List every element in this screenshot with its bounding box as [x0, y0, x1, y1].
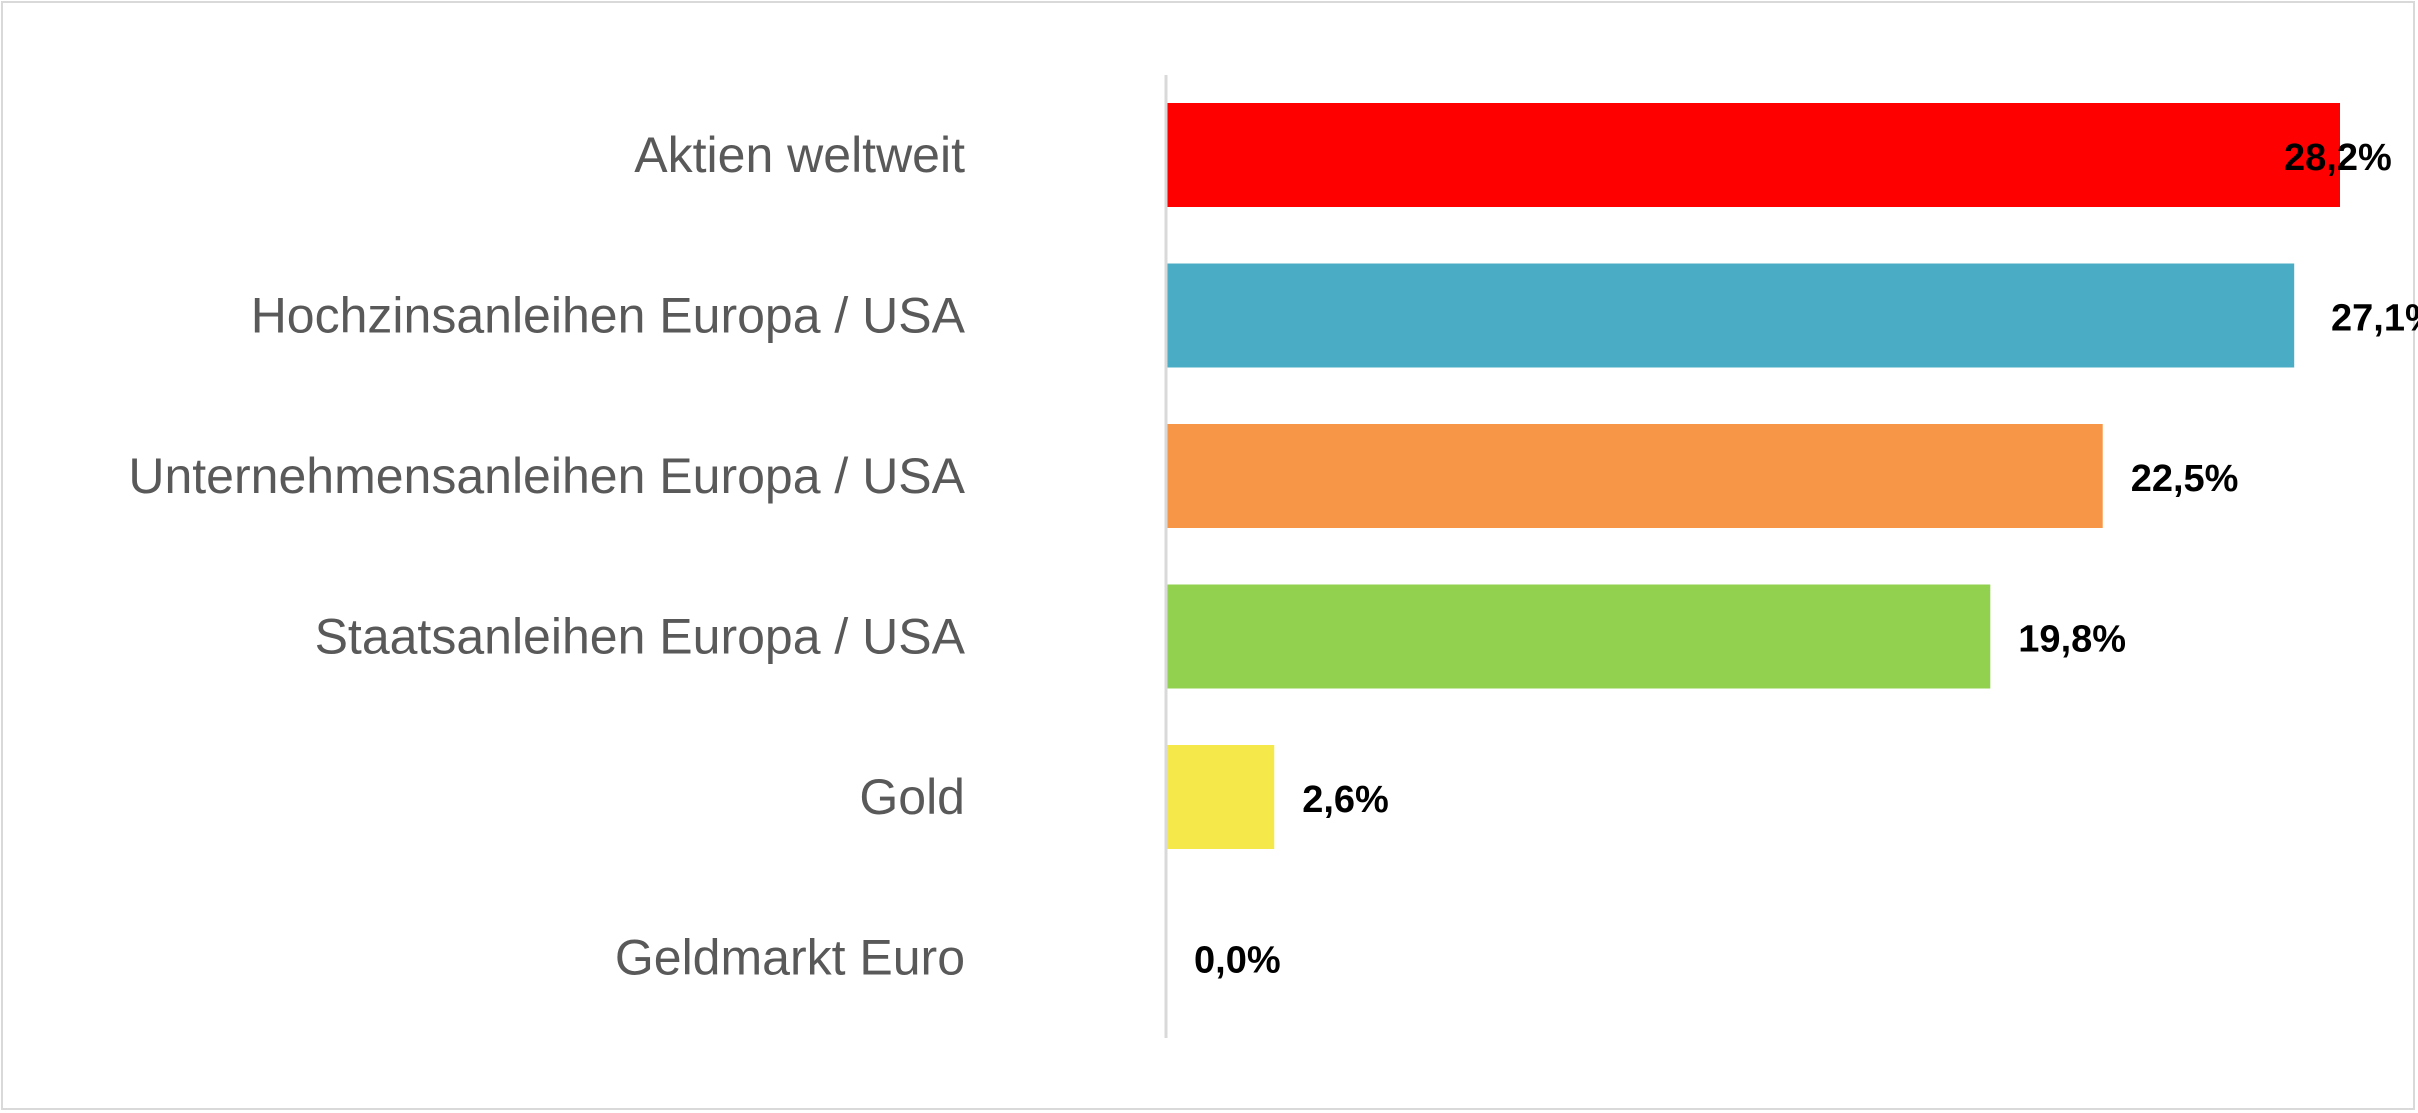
- value-label-0: 28,2%: [2284, 137, 2392, 179]
- bar-4: [1166, 745, 1275, 849]
- category-label-3: Staatsanleihen Europa / USA: [315, 609, 966, 665]
- bar-0: [1166, 103, 2340, 207]
- category-label-5: Geldmarkt Euro: [615, 930, 965, 986]
- bar-1: [1166, 263, 2295, 368]
- bar-3: [1166, 584, 1991, 689]
- labels-layer: Aktien weltweit 28,2% Hochzinsanleihen Eur…: [128, 127, 2418, 986]
- value-label-5: 0,0%: [1194, 940, 1281, 982]
- bar-2: [1166, 424, 2103, 528]
- category-label-0: Aktien weltweit: [634, 127, 965, 183]
- bars-layer: [1166, 103, 2340, 849]
- value-label-2: 22,5%: [2131, 458, 2239, 500]
- value-label-1: 27,1%: [2331, 298, 2418, 340]
- category-label-1: Hochzinsanleihen Europa / USA: [251, 288, 966, 344]
- category-label-2: Unternehmensanleihen Europa / USA: [128, 448, 965, 504]
- category-label-4: Gold: [859, 769, 965, 825]
- value-label-3: 19,8%: [2018, 619, 2126, 661]
- value-label-4: 2,6%: [1302, 779, 1389, 821]
